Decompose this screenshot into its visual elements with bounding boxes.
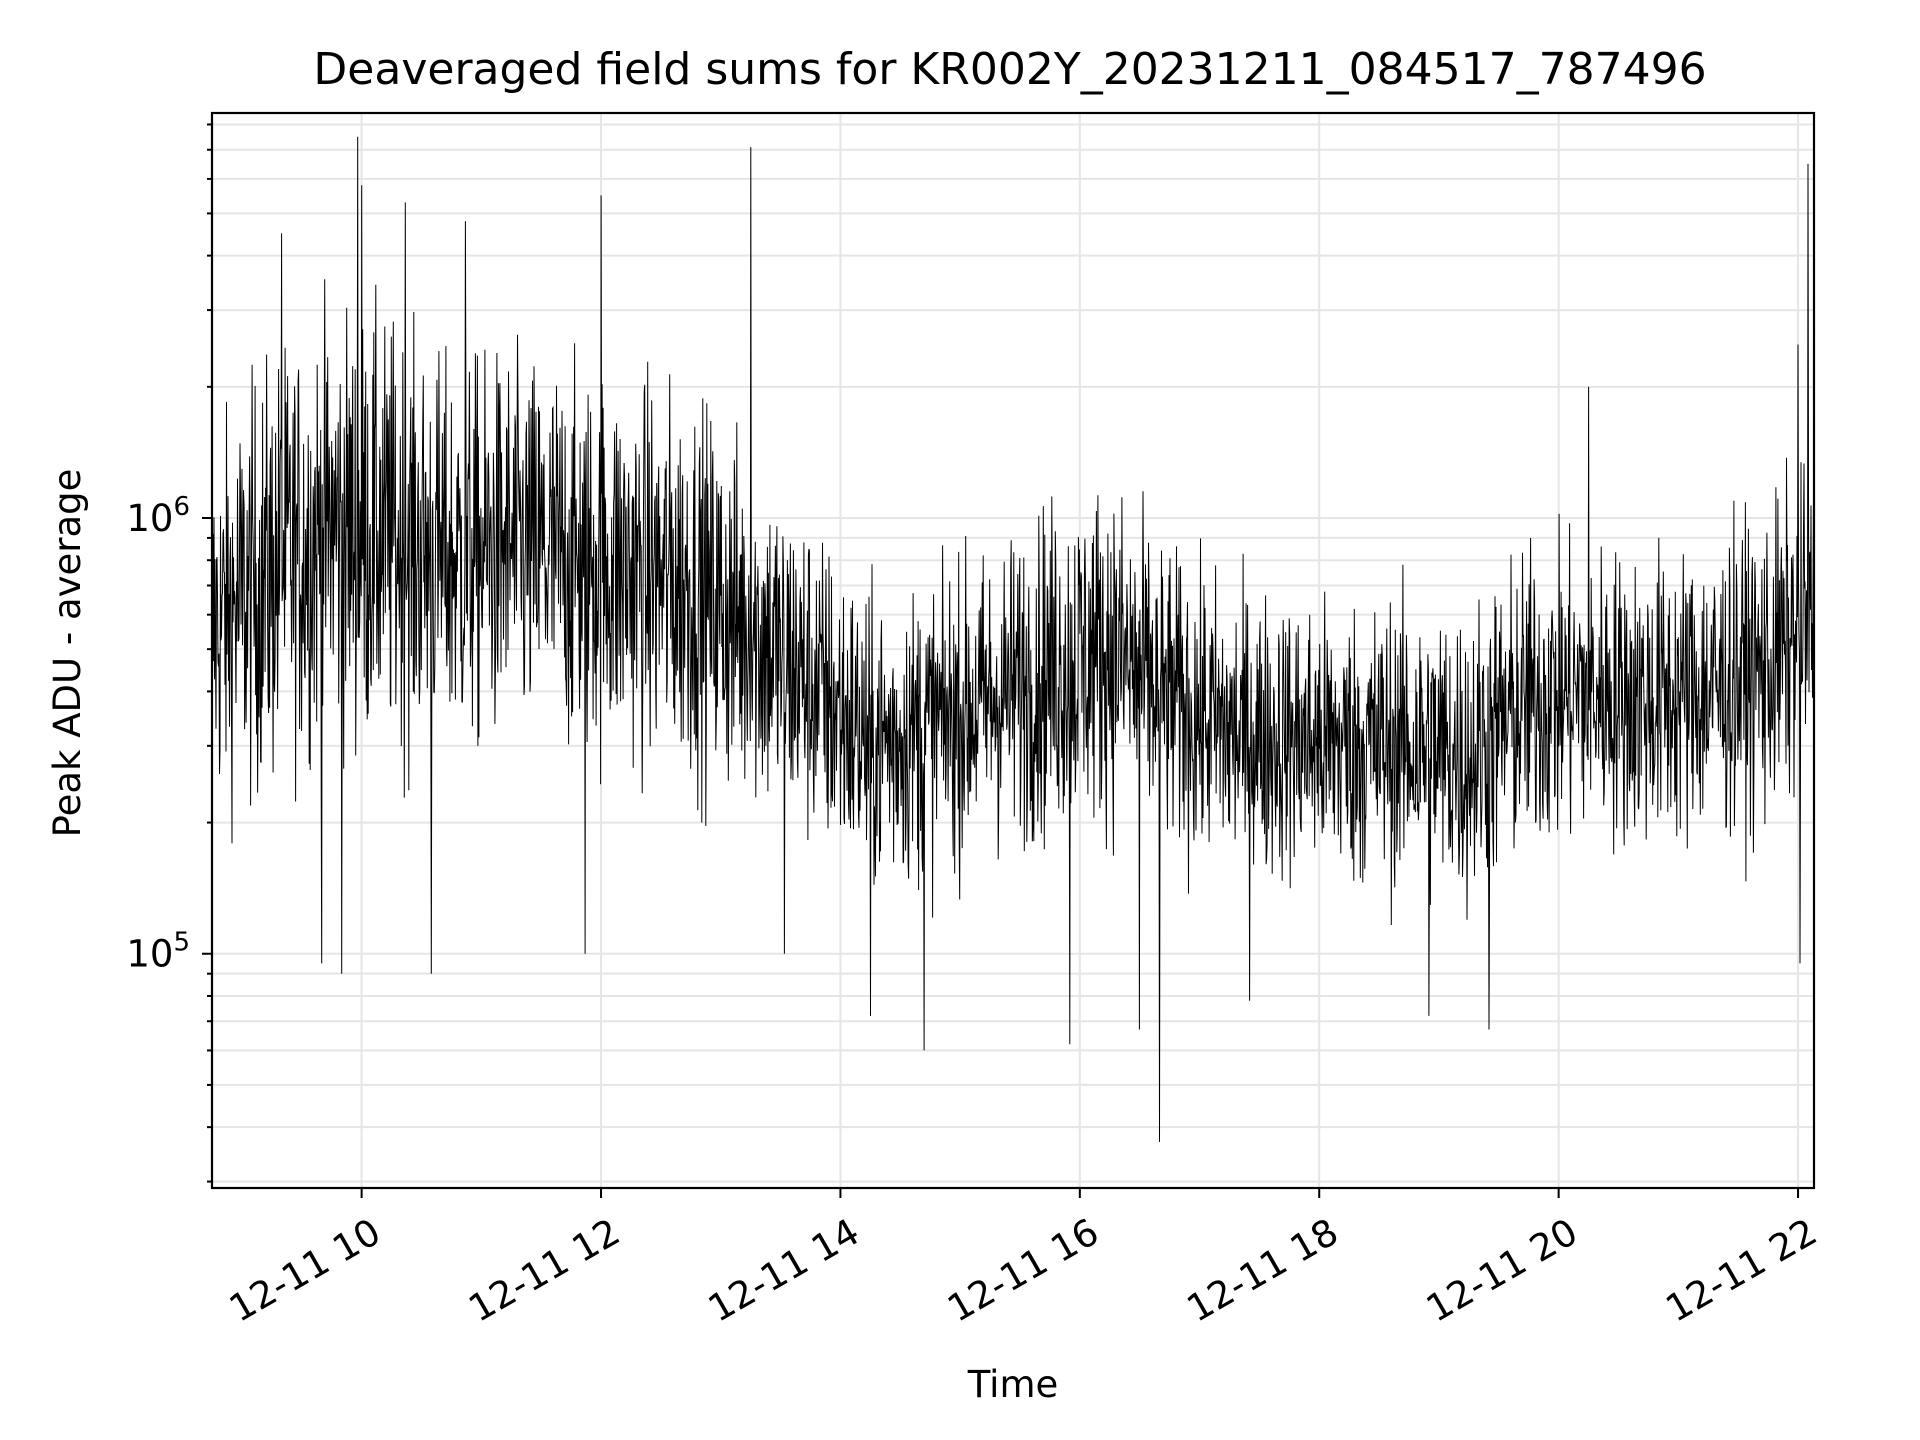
plot-frame [210, 111, 1816, 1190]
axis-ticks [202, 123, 1800, 1198]
x-tick-label: 12-11 20 [1419, 1210, 1585, 1330]
chart-title: Deaveraged field sums for KR002Y_2023121… [313, 44, 1706, 95]
x-axis-label: Time [967, 1363, 1059, 1406]
series-layer [211, 136, 1815, 1142]
x-tick-label: 12-11 12 [462, 1210, 628, 1330]
x-tick-label: 12-11 22 [1659, 1210, 1825, 1330]
y-axis-label: Peak ADU - average [46, 469, 89, 838]
x-tick-label: 12-11 18 [1180, 1210, 1346, 1330]
x-tick-label: 12-11 14 [701, 1210, 867, 1330]
y-tick-label: 105 [126, 928, 190, 976]
series-line [211, 136, 1815, 1142]
x-tick-label: 12-11 10 [222, 1210, 388, 1330]
x-tick-label: 12-11 16 [940, 1210, 1106, 1330]
y-tick-label: 106 [126, 492, 190, 540]
